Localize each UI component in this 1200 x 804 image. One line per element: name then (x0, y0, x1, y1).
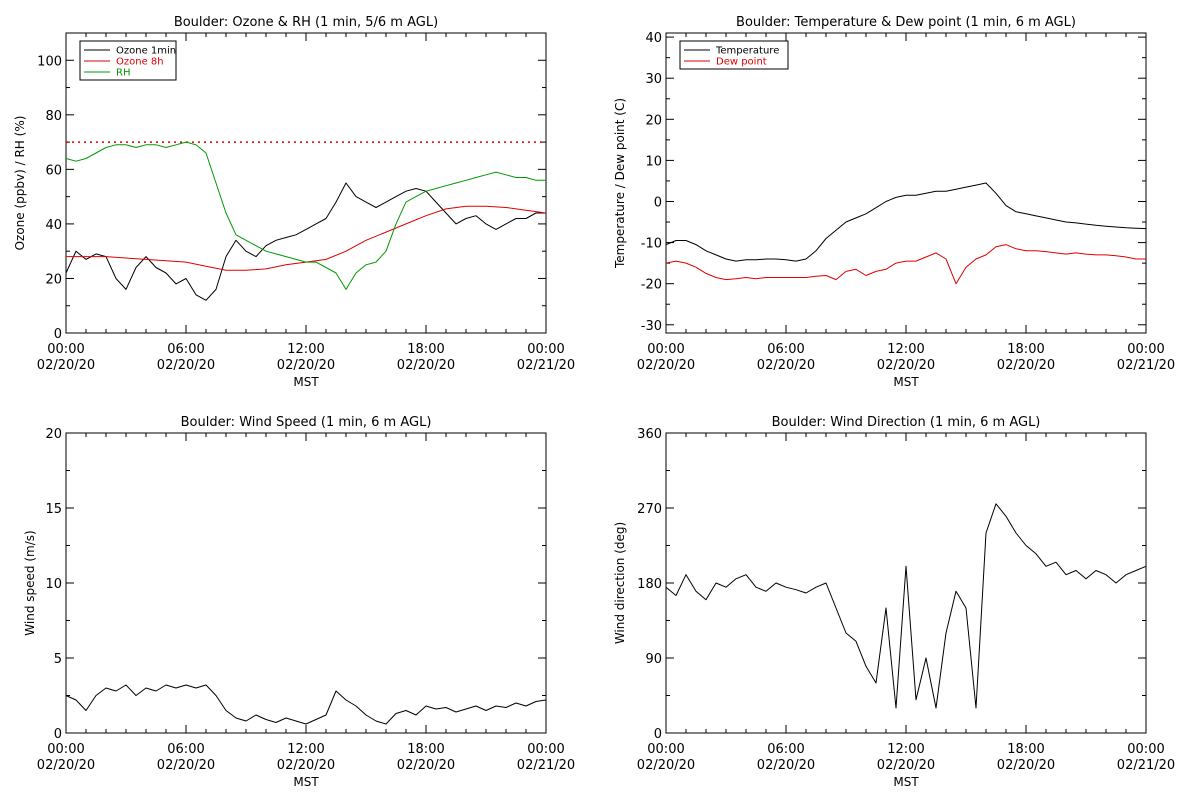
x-tick-label: 02/21/20 (517, 758, 575, 773)
x-tick-label: 02/20/20 (757, 758, 815, 773)
y-tick-label: 20 (645, 113, 662, 128)
legend-box (679, 40, 789, 70)
x-tick-label: 02/20/20 (157, 758, 215, 773)
series-line (65, 684, 547, 725)
y-tick-label: 60 (45, 163, 62, 178)
series-line (65, 182, 546, 301)
y-tick-label: 10 (645, 154, 662, 169)
x-tick-label: 02/21/20 (1117, 358, 1175, 373)
x-tick-label: 00:00 (647, 342, 684, 357)
y-tick-label: 20 (45, 272, 62, 287)
x-tick-label: 02/21/20 (517, 358, 575, 373)
series-line (665, 244, 1146, 285)
y-tick-label: 360 (637, 427, 662, 442)
plot-frame (65, 432, 547, 734)
y-tick-label: 10 (45, 577, 62, 592)
y-tick-label: 0 (654, 727, 662, 742)
y-tick-label: 90 (645, 652, 662, 667)
x-tick-label: 00:00 (47, 742, 84, 757)
x-tick-label: 12:00 (887, 742, 924, 757)
x-tick-label: 02/21/20 (1117, 758, 1175, 773)
y-tick-label: 0 (54, 727, 62, 742)
x-tick-label: 12:00 (287, 742, 324, 757)
x-tick-label: 02/20/20 (877, 358, 935, 373)
series-line (665, 503, 1147, 709)
x-tick-label: 12:00 (287, 342, 324, 357)
y-tick-label: 5 (54, 652, 62, 667)
x-axis-label: MST (293, 375, 319, 389)
y-tick-label: 0 (654, 195, 662, 210)
x-tick-label: 02/20/20 (157, 358, 215, 373)
x-tick-label: 02/20/20 (397, 758, 455, 773)
x-tick-label: 06:00 (767, 742, 804, 757)
x-tick-label: 00:00 (647, 742, 684, 757)
x-tick-label: 00:00 (1127, 742, 1164, 757)
x-tick-label: 02/20/20 (997, 358, 1055, 373)
y-axis-label: Temperature / Dew point (C) (613, 98, 627, 269)
x-axis-label: MST (893, 775, 919, 789)
x-axis-label: MST (293, 775, 319, 789)
x-tick-label: 00:00 (47, 342, 84, 357)
legend-label: Temperature (715, 46, 779, 57)
x-tick-label: 18:00 (407, 342, 444, 357)
wind-speed-panel: Boulder: Wind Speed (1 min, 6 m AGL) MST… (23, 415, 575, 789)
y-tick-label: 40 (645, 31, 662, 46)
series-line (665, 182, 1147, 262)
x-tick-label: 02/20/20 (877, 758, 935, 773)
y-tick-label: 270 (637, 502, 662, 517)
x-tick-label: 06:00 (167, 342, 204, 357)
y-axis-label: Wind direction (deg) (613, 522, 627, 644)
x-tick-label: 02/20/20 (637, 758, 695, 773)
y-tick-label: 15 (45, 502, 62, 517)
panel-title: Boulder: Ozone & RH (1 min, 5/6 m AGL) (174, 15, 438, 30)
x-tick-label: 02/20/20 (397, 358, 455, 373)
legend-label: Dew point (716, 57, 767, 68)
y-tick-label: -20 (641, 278, 662, 293)
y-tick-label: 180 (637, 577, 662, 592)
x-tick-label: 02/20/20 (277, 758, 335, 773)
x-tick-label: 00:00 (527, 342, 564, 357)
x-tick-label: 12:00 (887, 342, 924, 357)
plot-frame (665, 32, 1147, 334)
x-tick-label: 18:00 (1007, 742, 1044, 757)
x-tick-label: 06:00 (167, 742, 204, 757)
legend-label: Ozone 8h (116, 57, 164, 68)
x-tick-label: 18:00 (407, 742, 444, 757)
y-tick-label: 100 (37, 54, 62, 69)
y-tick-label: -30 (641, 319, 662, 334)
temperature-dewpoint-panel: Boulder: Temperature & Dew point (1 min,… (613, 15, 1175, 389)
x-tick-label: 00:00 (1127, 342, 1164, 357)
plot-frame (665, 432, 1147, 734)
series-line (65, 141, 546, 290)
y-tick-label: 30 (645, 72, 662, 87)
x-tick-label: 00:00 (527, 742, 564, 757)
x-tick-label: 02/20/20 (757, 358, 815, 373)
panel-title: Boulder: Temperature & Dew point (1 min,… (736, 15, 1076, 30)
y-tick-label: 80 (45, 109, 62, 124)
x-tick-label: 02/20/20 (37, 358, 95, 373)
x-tick-label: 02/20/20 (37, 758, 95, 773)
x-tick-label: 06:00 (767, 342, 804, 357)
x-axis-label: MST (893, 375, 919, 389)
x-tick-label: 18:00 (1007, 342, 1044, 357)
x-tick-label: 02/20/20 (277, 358, 335, 373)
y-tick-label: 20 (45, 427, 62, 442)
panel-title: Boulder: Wind Speed (1 min, 6 m AGL) (181, 415, 432, 430)
y-axis-label: Wind speed (m/s) (23, 530, 37, 635)
ozone-rh-panel: Boulder: Ozone & RH (1 min, 5/6 m AGL) M… (13, 15, 575, 389)
legend-label: Ozone 1min (116, 46, 176, 57)
x-tick-label: 02/20/20 (997, 758, 1055, 773)
x-tick-label: 02/20/20 (637, 358, 695, 373)
y-tick-label: -10 (641, 237, 662, 252)
y-axis-label: Ozone (ppbv) / RH (%) (13, 116, 27, 251)
y-tick-label: 40 (45, 218, 62, 233)
y-tick-label: 0 (54, 327, 62, 342)
legend-label: RH (116, 68, 130, 79)
wind-direction-panel: Boulder: Wind Direction (1 min, 6 m AGL)… (613, 415, 1175, 789)
panel-title: Boulder: Wind Direction (1 min, 6 m AGL) (772, 415, 1041, 430)
